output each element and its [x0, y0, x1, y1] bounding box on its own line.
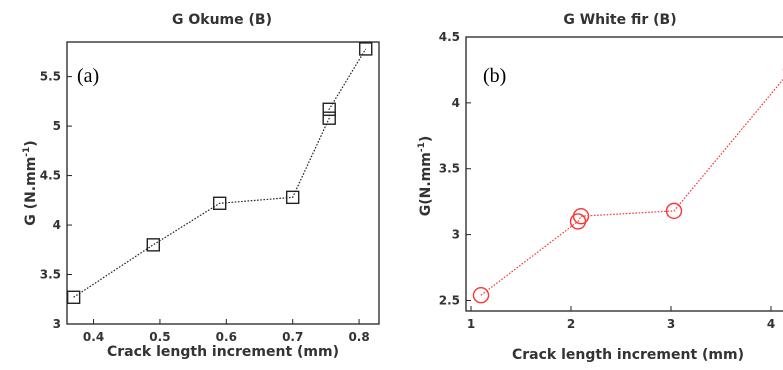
- data-point: [286, 190, 300, 205]
- chart-title: G White fir (B): [563, 12, 676, 28]
- y-tick-label: 2.5: [439, 293, 460, 307]
- plot-frame: [66, 41, 380, 325]
- chart-title: G Okume (B): [172, 12, 272, 28]
- x-tick-label: 1: [467, 317, 475, 331]
- x-tick-label: 2: [567, 317, 575, 331]
- x-tick-label: 3: [667, 317, 675, 331]
- y-tick-label: 5: [53, 119, 61, 133]
- data-point: [212, 196, 227, 210]
- panel-label: (a): [77, 65, 99, 87]
- data-point: [322, 111, 336, 125]
- data-point: [572, 207, 590, 225]
- data-point: [665, 202, 683, 220]
- plot-frame: [465, 36, 783, 312]
- data-point: [359, 42, 373, 56]
- y-tick-label: 4.5: [40, 169, 61, 183]
- x-axis-label: Crack length increment (mm): [512, 347, 744, 363]
- y-tick-label: 5.5: [40, 70, 61, 84]
- chart-okume: G Okume (B) 0.4 0.5 0.6 0.7 0.833.544.555.5 …: [22, 12, 380, 360]
- y-tick-label: 3: [53, 317, 61, 331]
- x-tick-label: 0.5: [149, 330, 170, 344]
- x-tick-label: 0.7: [282, 330, 303, 344]
- x-axis-label: Crack length increment (mm): [107, 344, 339, 360]
- x-tick-label: 4: [767, 317, 775, 331]
- y-tick-label: 4: [452, 96, 460, 110]
- data-point: [146, 238, 160, 252]
- series-line: [480, 78, 783, 296]
- y-axis-label: G (N.mm-1): [22, 140, 39, 225]
- data-point: [472, 286, 490, 304]
- chart-white-fir: G White fir (B) 1 2 3 4 2.5 3 3.5 4 4.5 (b) Crac…: [417, 12, 783, 363]
- x-tick-label: 0.4: [83, 330, 104, 344]
- panel-label: (b): [483, 65, 506, 87]
- y-tick-label: 3: [452, 228, 460, 242]
- series-line: [73, 48, 367, 298]
- x-tick-label: 0.8: [348, 330, 369, 344]
- y-tick-label: 3.5: [40, 268, 61, 282]
- y-tick-label: 4: [53, 218, 61, 232]
- y-axis-label: G(N.mm-1): [417, 136, 434, 217]
- data-point: [322, 102, 336, 116]
- x-tick-label: 0.6: [216, 330, 237, 344]
- y-tick-label: 3.5: [439, 162, 460, 176]
- y-tick-label: 4.5: [439, 30, 460, 44]
